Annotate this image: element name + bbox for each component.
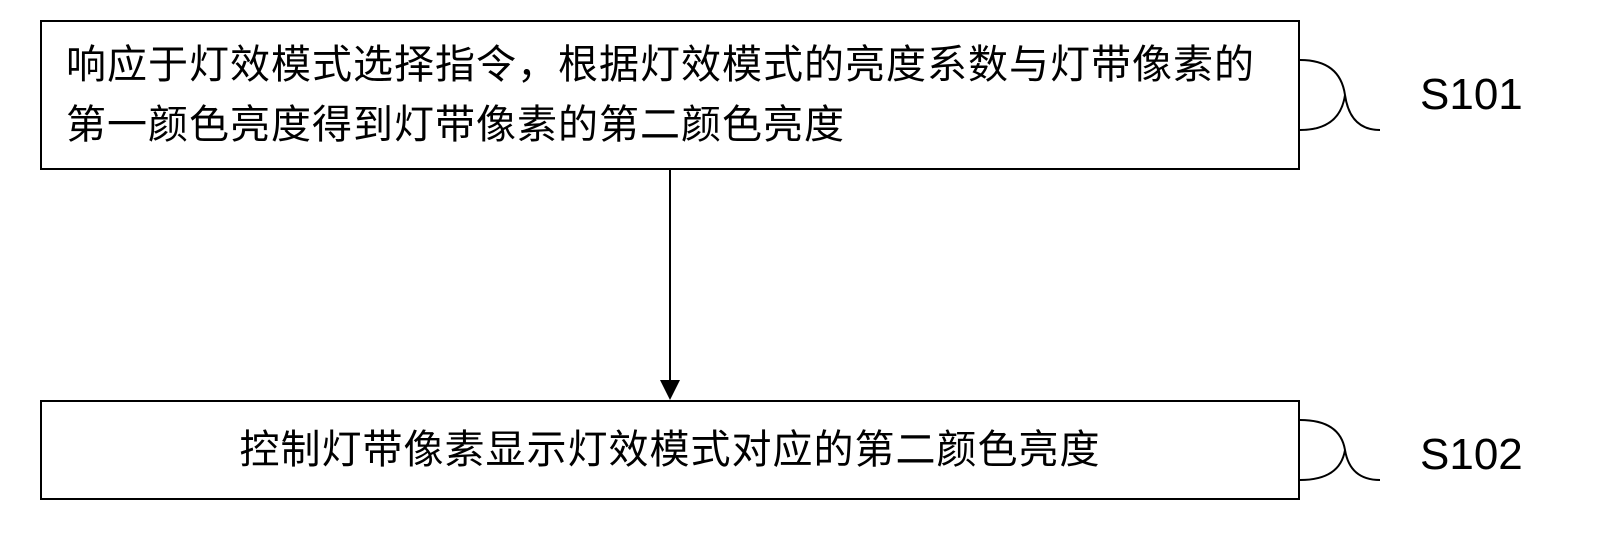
flowchart-node-s101: 响应于灯效模式选择指令，根据灯效模式的亮度系数与灯带像素的第一颜色亮度得到灯带像… — [40, 20, 1300, 170]
edge-arrow-head — [660, 380, 680, 400]
label-connector-s102 — [1300, 415, 1380, 485]
flowchart-node-s102: 控制灯带像素显示灯效模式对应的第二颜色亮度 — [40, 400, 1300, 500]
node-text: 响应于灯效模式选择指令，根据灯效模式的亮度系数与灯带像素的第一颜色亮度得到灯带像… — [66, 35, 1274, 155]
edge-arrow-line — [669, 170, 671, 380]
step-label-s102: S102 — [1420, 430, 1523, 480]
node-text: 控制灯带像素显示灯效模式对应的第二颜色亮度 — [240, 420, 1101, 480]
label-connector-s101-b — [1300, 55, 1380, 135]
step-label-s101: S101 — [1420, 70, 1523, 120]
